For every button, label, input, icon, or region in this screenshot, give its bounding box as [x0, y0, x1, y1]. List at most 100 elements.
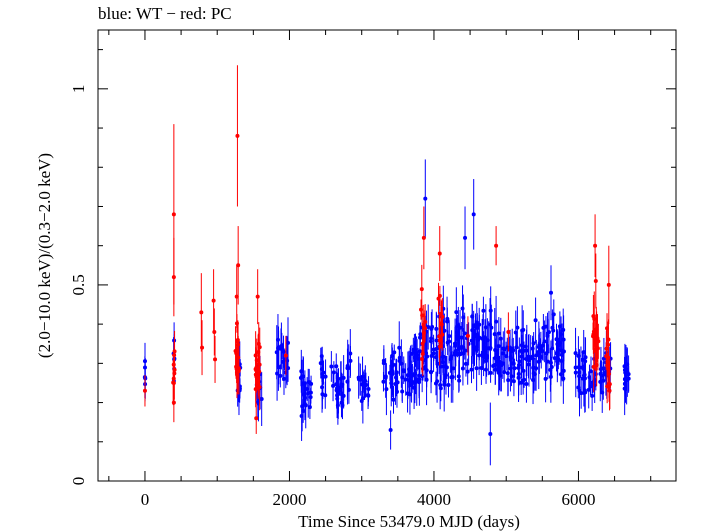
data-point: [423, 319, 428, 324]
data-point: [581, 367, 586, 372]
data-point: [591, 332, 596, 337]
data-point: [366, 393, 371, 398]
data-point: [394, 375, 399, 380]
data-point: [425, 354, 430, 359]
data-point: [331, 370, 336, 375]
data-point: [589, 369, 594, 374]
data-point: [581, 350, 586, 355]
data-point: [594, 363, 599, 368]
data-point: [419, 357, 424, 362]
data-point: [447, 334, 452, 339]
data-point: [543, 376, 548, 381]
data-point: [339, 400, 344, 405]
data-point: [583, 355, 588, 360]
data-point: [581, 390, 586, 395]
data-point: [524, 381, 529, 386]
x-axis-label: Time Since 53479.0 MJD (days): [298, 512, 520, 531]
data-point: [413, 379, 418, 384]
data-point: [434, 338, 439, 343]
data-point: [498, 336, 503, 341]
data-point: [499, 361, 504, 366]
data-point: [548, 360, 553, 365]
data-point: [533, 318, 538, 323]
data-point: [334, 388, 339, 393]
data-point: [299, 374, 304, 379]
data-point: [493, 348, 498, 353]
data-point: [445, 316, 450, 321]
data-point: [451, 366, 456, 371]
data-point: [548, 367, 553, 372]
data-point: [423, 364, 428, 369]
data-point: [455, 337, 460, 342]
data-point: [381, 379, 386, 384]
data-point: [598, 371, 603, 376]
data-point: [481, 308, 486, 313]
data-point: [521, 327, 526, 332]
data-point: [302, 381, 307, 386]
data-point: [389, 381, 394, 386]
data-point: [484, 356, 489, 361]
data-point: [172, 349, 177, 354]
y-tick-label: 0.5: [69, 274, 88, 295]
data-point: [212, 329, 217, 334]
data-point: [426, 325, 431, 330]
data-point: [463, 361, 468, 366]
data-point: [545, 359, 550, 364]
y-tick-label: 1: [69, 85, 88, 94]
data-point: [235, 339, 240, 344]
data-point: [329, 364, 334, 369]
data-point: [588, 384, 593, 389]
data-point: [511, 361, 516, 366]
data-point: [519, 343, 524, 348]
data-point: [521, 368, 526, 373]
data-point: [457, 352, 462, 357]
data-point: [459, 335, 464, 340]
data-point: [276, 365, 281, 370]
data-point: [488, 370, 493, 375]
data-point: [512, 366, 517, 371]
data-point: [480, 336, 485, 341]
chart-title: blue: WT − red: PC: [98, 4, 232, 23]
plot-frame: [97, 29, 677, 482]
data-point: [471, 212, 476, 217]
data-point: [420, 351, 425, 356]
data-point: [284, 357, 289, 362]
data-point: [593, 278, 598, 283]
data-point: [601, 356, 606, 361]
data-point: [171, 275, 176, 280]
y-axis-label: (2.0−10.0 keV)/(0.3−2.0 keV): [35, 153, 54, 358]
data-point: [282, 376, 287, 381]
data-point: [494, 243, 499, 248]
data-point: [496, 331, 501, 336]
data-point: [420, 313, 425, 318]
data-point: [438, 386, 443, 391]
data-point: [623, 382, 628, 387]
data-point: [199, 310, 204, 315]
x-tick-label: 0: [141, 490, 150, 509]
data-point: [171, 376, 176, 381]
data-point: [460, 306, 465, 311]
data-point: [360, 396, 365, 401]
data-point: [474, 320, 479, 325]
data-point: [446, 382, 451, 387]
data-point: [475, 337, 480, 342]
data-point: [235, 133, 240, 138]
data-point: [437, 251, 442, 256]
data-point: [593, 327, 598, 332]
data-point: [511, 379, 516, 384]
data-point: [213, 357, 218, 362]
data-point: [606, 282, 611, 287]
data-point: [278, 373, 283, 378]
data-point: [392, 350, 397, 355]
data-point: [463, 235, 468, 240]
data-point: [419, 287, 424, 292]
data-point: [253, 353, 258, 358]
data-point: [320, 385, 325, 390]
data-point: [471, 324, 476, 329]
data-point: [302, 401, 307, 406]
data-point: [323, 393, 328, 398]
data-point: [465, 333, 470, 338]
data-point: [541, 325, 546, 330]
data-point: [472, 345, 477, 350]
